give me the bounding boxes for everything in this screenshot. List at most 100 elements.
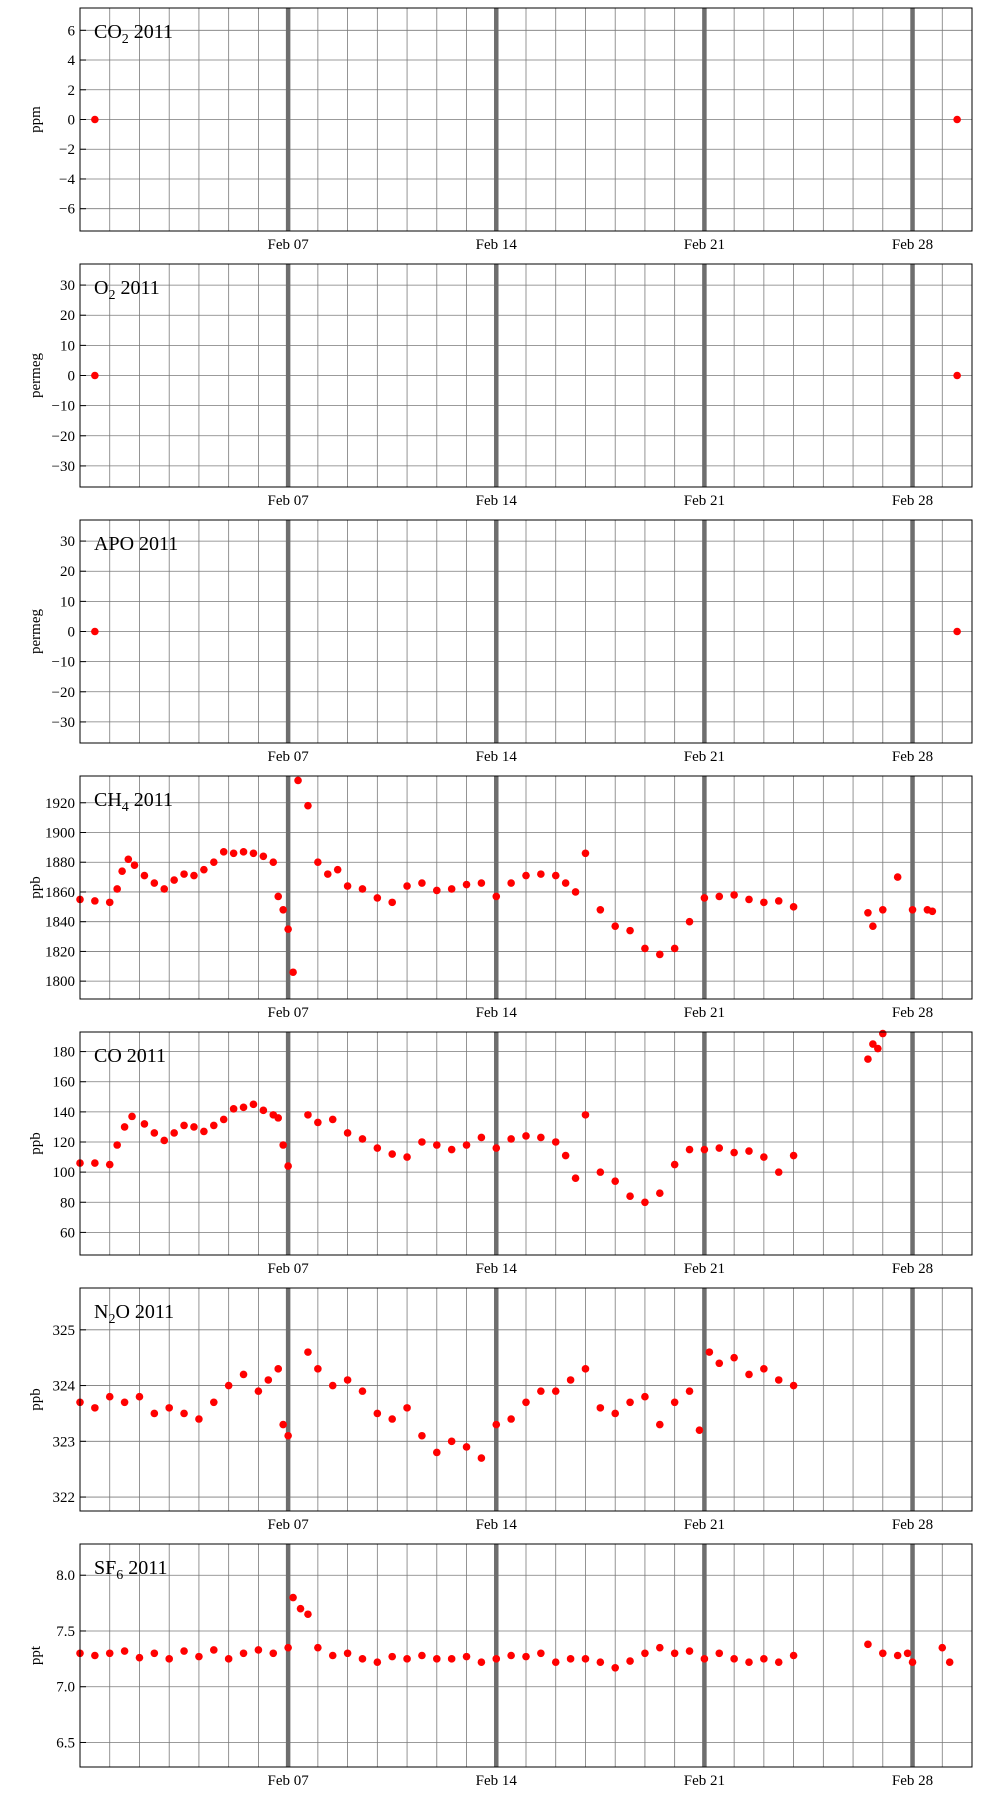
y-tick-label: 324 (53, 1379, 76, 1395)
y-tick-label: 100 (53, 1165, 76, 1181)
data-point (477, 1133, 486, 1142)
x-tick-label: Feb 28 (892, 1773, 933, 1789)
data-point (730, 1353, 738, 1362)
data-point (170, 1129, 178, 1137)
data-point (928, 907, 937, 916)
data-point (879, 1649, 887, 1658)
panel-title: CO 2011 (94, 1045, 166, 1067)
y-tick-label: 10 (60, 338, 75, 354)
data-point (611, 1177, 619, 1185)
data-point (195, 1415, 203, 1423)
panel-title: CO2 2011 (94, 21, 173, 47)
data-point (314, 858, 322, 867)
data-point (774, 897, 783, 905)
data-point (730, 891, 738, 899)
data-point (893, 1651, 902, 1660)
data-point (239, 1649, 248, 1658)
data-point (105, 1649, 114, 1658)
y-axis-label: ppb (28, 1388, 44, 1411)
data-point (140, 1120, 149, 1128)
data-point (373, 894, 382, 902)
y-tick-label: 0 (68, 369, 76, 385)
data-point (789, 1381, 798, 1390)
data-point (284, 1643, 292, 1652)
data-point (403, 1655, 411, 1663)
y-tick-label: 1800 (45, 974, 75, 990)
y-tick-label: 1920 (45, 796, 75, 812)
panel-title: SF6 2011 (94, 1557, 168, 1583)
data-point (551, 871, 560, 880)
data-point (105, 898, 114, 907)
y-tick-label: −2 (59, 142, 75, 158)
data-point (150, 1409, 159, 1418)
data-point (91, 627, 99, 636)
data-point (249, 849, 258, 858)
x-tick-label: Feb 14 (476, 1773, 518, 1789)
chart-panel-2: −30 −20 −10 0 10 20 30 Feb 07 Feb 14 Feb 21 Feb 28… (28, 519, 973, 765)
data-point (433, 1141, 441, 1149)
data-point (447, 1437, 456, 1446)
data-point (477, 879, 486, 887)
data-point (304, 1348, 312, 1356)
plot-frame (79, 1031, 973, 1256)
data-point (626, 1192, 634, 1201)
data-point (358, 1135, 367, 1143)
data-point (140, 871, 149, 880)
data-point (571, 888, 580, 896)
data-point (358, 1387, 367, 1395)
data-point (289, 968, 297, 977)
data-point (908, 906, 917, 914)
data-point (150, 1649, 159, 1658)
data-points (76, 776, 937, 977)
data-point (462, 1443, 471, 1451)
data-point (641, 1649, 649, 1658)
data-point (113, 1141, 121, 1149)
data-point (333, 865, 342, 874)
data-point (656, 1420, 664, 1429)
data-point (596, 906, 605, 914)
y-tick-label: 0 (68, 625, 76, 641)
data-point (626, 1657, 634, 1665)
data-point (274, 1365, 283, 1373)
data-point (705, 1348, 714, 1356)
data-point (879, 906, 887, 914)
data-point (561, 879, 570, 887)
data-point (864, 908, 872, 917)
data-point (388, 1415, 397, 1423)
data-point (195, 1652, 203, 1661)
data-point (105, 1160, 114, 1169)
data-points (76, 1348, 798, 1462)
data-point (229, 849, 238, 858)
data-point (879, 1029, 887, 1038)
data-point (388, 1150, 397, 1158)
data-point (160, 1136, 169, 1145)
data-point (789, 1651, 798, 1660)
data-point (150, 879, 159, 887)
data-point (91, 1159, 99, 1167)
y-tick-label: 325 (53, 1323, 76, 1339)
y-tick-label: 1860 (45, 885, 75, 901)
grid (79, 1544, 973, 1767)
data-point (700, 1655, 709, 1663)
data-point (670, 944, 679, 953)
panel-title: CH4 2011 (94, 789, 173, 815)
data-point (113, 885, 121, 893)
data-point (118, 867, 126, 875)
data-point (537, 1387, 545, 1395)
data-point (774, 1376, 783, 1384)
data-point (522, 1132, 530, 1140)
data-point (358, 885, 367, 893)
x-tick-label: Feb 07 (268, 1261, 310, 1277)
data-point (685, 917, 694, 926)
data-point (869, 1040, 877, 1048)
data-point (492, 892, 501, 901)
data-point (730, 1148, 738, 1157)
x-tick-label: Feb 07 (268, 1773, 310, 1789)
data-point (903, 1649, 912, 1658)
data-point (522, 1398, 530, 1407)
data-point (433, 1448, 441, 1457)
data-point (210, 1646, 218, 1654)
data-point (626, 926, 634, 935)
data-point (670, 1398, 679, 1407)
